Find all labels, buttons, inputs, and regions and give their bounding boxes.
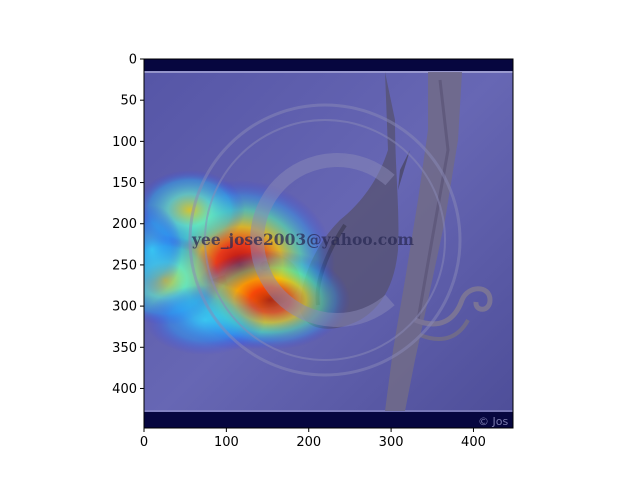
y-tick-label: 150 (112, 176, 137, 191)
x-tick-label: 100 (214, 435, 239, 450)
y-tick-label: 300 (112, 300, 137, 315)
heatmap-image: yee_jose2003@yahoo.com © Jos (144, 59, 513, 428)
y-tick-label: 400 (112, 382, 137, 397)
branch (385, 72, 462, 411)
y-tick-label: 350 (112, 341, 137, 356)
x-tick-label: 0 (140, 435, 148, 450)
y-axis: 0 50 100 150 200 250 300 350 400 (112, 53, 144, 397)
top-band (144, 59, 513, 71)
watermark-logo (188, 103, 462, 377)
axes-frame (143, 58, 514, 429)
hotspot-bottom-left (145, 285, 265, 355)
y-tick-label: 50 (120, 94, 137, 109)
x-axis: 0 100 200 300 400 (140, 428, 486, 450)
tendril (414, 286, 493, 327)
y-tick-label: 200 (112, 217, 137, 232)
x-tick-label: 300 (379, 435, 404, 450)
y-tick-label: 250 (112, 258, 137, 273)
y-tick-label: 100 (112, 135, 137, 150)
x-tick-label: 200 (296, 435, 321, 450)
watermark-text: yee_jose2003@yahoo.com (191, 230, 415, 249)
hotspot-far-left (144, 205, 182, 295)
y-tick-label: 0 (129, 53, 137, 68)
x-tick-label: 400 (461, 435, 486, 450)
bottom-band (144, 412, 513, 428)
corner-mark: © Jos (478, 415, 508, 428)
